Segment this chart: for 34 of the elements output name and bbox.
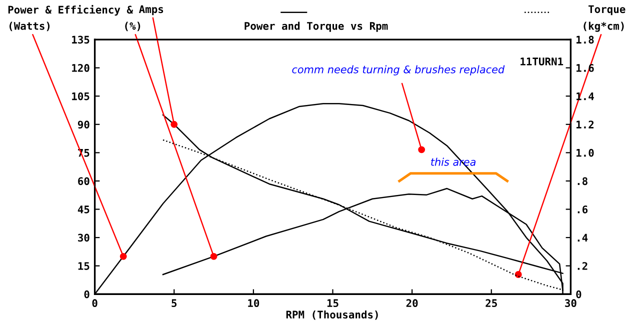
y-tick-label: 15 [78, 262, 90, 270]
x-tick-label: 15 [327, 299, 338, 308]
x-tick-label: 20 [406, 299, 418, 308]
annotation: 11TURN1 [520, 58, 564, 66]
x-tick-label: 5 [172, 299, 177, 308]
y2-tick-label: .4 [578, 234, 588, 242]
y2-tick-label: 0 [576, 290, 582, 298]
annotation: comm needs turning & brushes replaced [292, 65, 505, 76]
annotation: (kg*cm) [584, 22, 624, 32]
y2-tick-label: .8 [578, 177, 588, 186]
y2-axis-title: Torque [588, 5, 626, 16]
y-tick-label: 30 [78, 234, 90, 242]
x-tick-label: 10 [248, 299, 260, 308]
y-tick-label: 135 [72, 36, 90, 44]
y2-tick-label: 1.2 [576, 120, 594, 128]
x-tick-label: 30 [565, 299, 576, 308]
x-tick-label: 0 [92, 299, 98, 308]
x-tick-label: 25 [486, 299, 497, 308]
y-tick-label: 105 [72, 92, 90, 100]
y-axis-title: Power & Efficiency & [8, 5, 134, 16]
x-axis-title: RPM (Thousands) [286, 310, 378, 320]
y2-tick-label: 1.8 [576, 36, 594, 44]
y2-tick-label: .2 [578, 262, 588, 270]
annotation: (Watts) [10, 22, 50, 32]
annotation: (%) [125, 22, 140, 32]
y-tick-label: 60 [78, 177, 90, 186]
y2-tick-label: 1.0 [576, 148, 594, 157]
y-tick-label: 120 [72, 64, 90, 72]
chart-title: Power and Torque vs Rpm [244, 22, 388, 32]
y-tick-label: 90 [78, 120, 90, 129]
y-tick-label: 0 [84, 290, 90, 298]
y2-tick-label: .6 [578, 206, 588, 214]
annotation: Amps [139, 5, 164, 16]
y-tick-label: 45 [78, 206, 90, 214]
